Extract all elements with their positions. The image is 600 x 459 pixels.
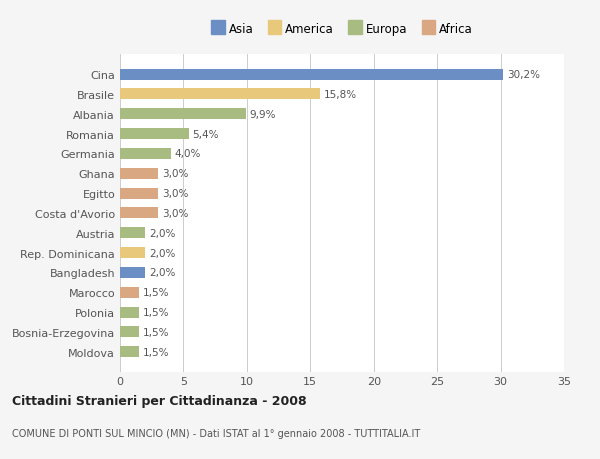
Text: 4,0%: 4,0% [175,149,201,159]
Text: 2,0%: 2,0% [149,228,176,238]
Bar [120,347,139,358]
Bar [120,149,171,160]
Bar [120,267,145,278]
Text: COMUNE DI PONTI SUL MINCIO (MN) - Dati ISTAT al 1° gennaio 2008 - TUTTITALIA.IT: COMUNE DI PONTI SUL MINCIO (MN) - Dati I… [12,428,420,438]
Bar [120,247,145,258]
Bar [120,208,158,219]
Text: 2,0%: 2,0% [149,248,176,258]
Text: 5,4%: 5,4% [193,129,219,139]
Text: 2,0%: 2,0% [149,268,176,278]
Bar [120,109,245,120]
Bar [120,287,139,298]
Text: 30,2%: 30,2% [507,70,540,80]
Bar [120,228,145,239]
Bar [120,188,158,199]
Text: 15,8%: 15,8% [324,90,358,100]
Bar [120,168,158,179]
Legend: Asia, America, Europa, Africa: Asia, America, Europa, Africa [208,20,476,40]
Bar [120,327,139,338]
Bar [120,69,503,80]
Text: 3,0%: 3,0% [162,189,188,199]
Text: 3,0%: 3,0% [162,208,188,218]
Text: 1,5%: 1,5% [143,347,169,357]
Text: Cittadini Stranieri per Cittadinanza - 2008: Cittadini Stranieri per Cittadinanza - 2… [12,394,307,407]
Bar [120,129,188,140]
Bar [120,89,320,100]
Text: 3,0%: 3,0% [162,169,188,179]
Text: 1,5%: 1,5% [143,288,169,297]
Bar [120,307,139,318]
Text: 1,5%: 1,5% [143,327,169,337]
Text: 9,9%: 9,9% [250,110,276,119]
Text: 1,5%: 1,5% [143,308,169,317]
